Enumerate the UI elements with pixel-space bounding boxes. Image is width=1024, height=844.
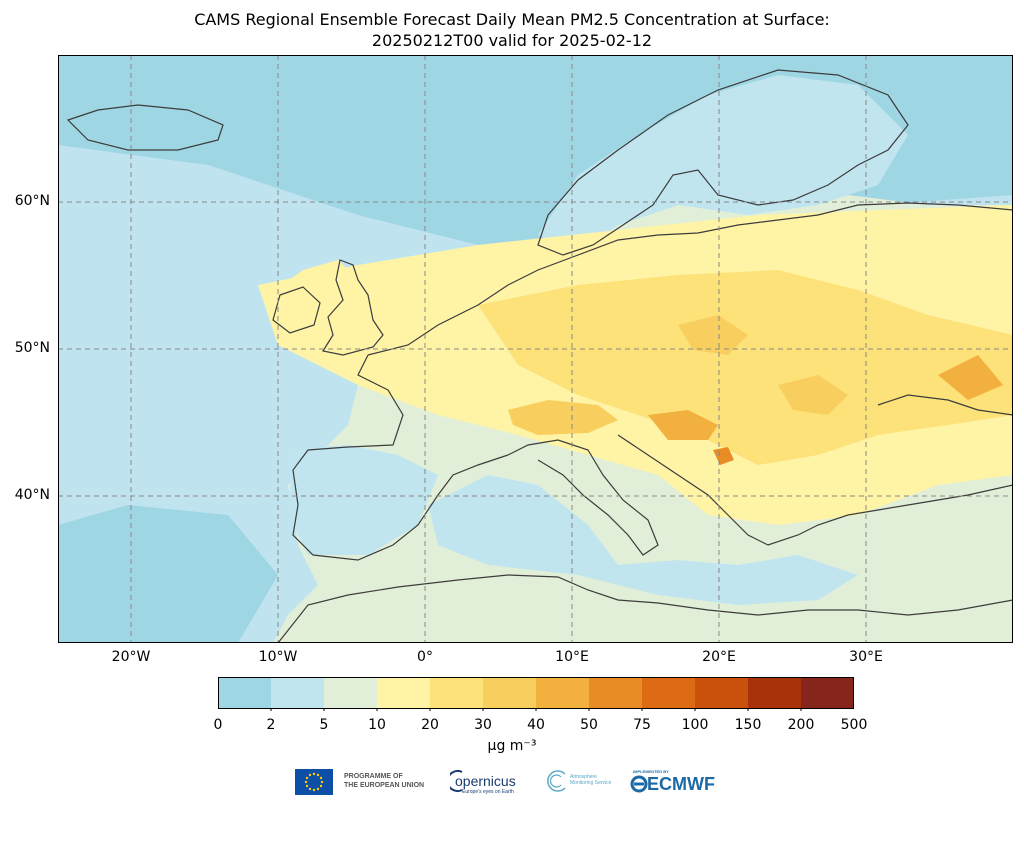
cams-atmosphere-icon [547,770,566,792]
lon-label-10e: 10°E [555,649,589,665]
colorbar-tick-label: 30 [474,717,492,733]
colorbar-tick-label: 10 [368,717,386,733]
graticule [58,55,1013,643]
north-africa [273,575,1013,643]
colorbar-tick-label: 2 [266,717,276,733]
colorbar-tick-label: 0 [213,717,223,733]
coastlines [66,69,1013,643]
colorbar-cell-5 [483,677,537,709]
lat-label-50n: 50°N [14,340,50,356]
scandinavia-land [538,75,908,255]
colorbar [218,677,854,711]
lat-label-60n: 60°N [14,193,50,209]
ecmwf-logo-text: ECMWF [647,774,715,794]
colorbar-cell-11 [801,677,854,709]
colorbar-cell-6 [536,677,590,709]
colorbar-cell-4 [430,677,484,709]
black-sea-coast [877,394,1013,416]
eu-flag-icon [295,769,333,795]
colorbar-cell-2 [324,677,378,709]
copernicus-c-icon [450,770,463,792]
mediterranean-sea [428,475,858,605]
western-europe-coast [367,202,1013,356]
cams-logo-text: Atmosphere Monitoring Service [570,774,612,786]
iceland-coast [66,104,224,151]
colorbar-cell-1 [271,677,325,709]
pm25-band-20-30 [478,270,1013,465]
copernicus-logo-text: opernicus [455,773,516,789]
colorbar-tick-label: 500 [840,717,868,733]
pm25-hotspot-balkans [648,410,718,440]
map-frame [58,55,1013,643]
italy-coast [507,439,659,556]
colorbar-cell-10 [748,677,802,709]
chart-title-line1: CAMS Regional Ensemble Forecast Daily Me… [194,10,830,29]
ireland-coast [272,286,321,334]
iberia [288,445,438,555]
colorbar-cell-8 [642,677,696,709]
colorbar-tick-label: 75 [633,717,651,733]
lon-label-30e: 30°E [849,649,883,665]
colorbar-tick-label: 20 [421,717,439,733]
colorbar-tick-label: 50 [580,717,598,733]
chart-title-line2: 20250212T00 valid for 2025-02-12 [371,31,653,50]
pm25-hotspot-east [938,355,1003,400]
colorbar-tick-label: 200 [787,717,815,733]
lat-label-40n: 40°N [14,487,50,503]
low-concentration-region-southwest [58,505,278,643]
colorbar-tick-label: 5 [319,717,329,733]
adriatic-balkan-coast [617,434,1013,546]
colorbar-cell-3 [377,677,431,709]
lon-label-0: 0° [417,649,433,665]
pm25-hotspot-poland [678,315,748,355]
eu-programme-text: PROGRAMME OF THE EUROPEAN UNION [344,773,425,789]
france-iberia-coast [292,354,509,561]
pm25-hotspot-serbia [713,447,734,465]
colorbar-cell-9 [695,677,749,709]
north-africa-coast [277,574,1013,643]
colorbar-cell-0 [218,677,272,709]
pm25-map [58,55,1013,643]
colorbar-tick-label: 100 [681,717,709,733]
ecmwf-implemented-by: IMPLEMENTED BY [633,769,669,774]
scandinavia-coast [537,69,909,256]
britain-coast [322,259,384,356]
ecmwf-symbol-icon [630,775,648,793]
colorbar-tick-label: 150 [734,717,762,733]
copernicus-tagline: Europe's eyes on Earth [462,789,514,795]
lon-label-20w: 20°W [111,649,151,665]
lon-label-20e: 20°E [702,649,736,665]
colorbar-cell-7 [589,677,643,709]
colorbar-unit-label: μg m⁻³ [487,738,537,754]
pm25-hotspot-romania [778,375,848,415]
pm25-hotspot-po-valley [508,400,618,435]
lon-label-10w: 10°W [258,649,298,665]
colorbar-tick-label: 40 [527,717,545,733]
logo-strip: PROGRAMME OF THE EUROPEAN UNION opernicu… [290,765,750,801]
